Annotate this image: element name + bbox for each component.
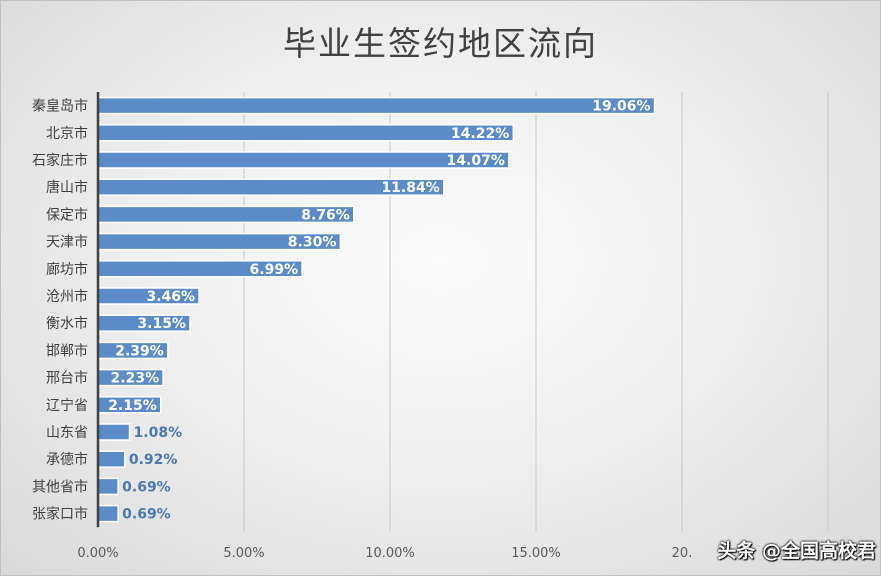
x-tick-label: 5.00% <box>223 546 264 561</box>
category-label: 山东省 <box>46 425 88 441</box>
category-label: 衡水市 <box>46 315 88 332</box>
data-label: 0.92% <box>129 452 178 468</box>
bar <box>97 504 119 523</box>
category-label: 其他省市 <box>32 478 88 495</box>
bar <box>97 477 119 496</box>
category-label: 北京市 <box>46 125 88 142</box>
data-label: 8.30% <box>288 235 337 251</box>
category-label: 辽宁省 <box>46 397 88 414</box>
category-label: 沧州市 <box>46 288 88 305</box>
bar <box>97 450 126 468</box>
category-label: 承德市 <box>46 451 88 468</box>
data-label: 19.06% <box>592 99 650 115</box>
category-label: 邯郸市 <box>46 342 88 359</box>
category-label: 保定市 <box>46 206 88 223</box>
x-tick-label: 20. <box>672 546 693 561</box>
data-label: 0.69% <box>122 479 171 495</box>
data-label: 2.23% <box>111 371 160 387</box>
data-label: 14.07% <box>447 153 505 169</box>
category-label: 石家庄市 <box>32 152 88 169</box>
x-tick-label: 15.00% <box>511 546 561 561</box>
category-label: 秦皇岛市 <box>32 98 88 115</box>
data-label: 14.22% <box>451 126 509 142</box>
bar <box>97 423 131 441</box>
category-label: 唐山市 <box>46 179 88 196</box>
category-label: 张家口市 <box>32 506 88 523</box>
x-tick-label: 0.00% <box>77 546 118 561</box>
x-tick-label: 10.00% <box>365 546 415 561</box>
data-label: 8.76% <box>301 207 350 223</box>
data-label: 2.39% <box>115 343 164 359</box>
category-label: 天津市 <box>46 234 88 251</box>
data-label: 0.69% <box>122 507 171 523</box>
chart-title: 毕业生签约地区流向 <box>283 24 598 63</box>
category-label: 邢台市 <box>46 370 88 387</box>
watermark: 头条 @全国高校君 <box>717 540 876 562</box>
data-label: 11.84% <box>381 180 439 196</box>
data-label: 6.99% <box>250 262 299 278</box>
data-label: 3.15% <box>137 316 186 332</box>
bar <box>97 96 656 115</box>
data-label: 2.15% <box>108 398 157 414</box>
data-label: 3.46% <box>146 289 195 305</box>
category-label: 廊坊市 <box>46 261 88 278</box>
data-label: 1.08% <box>134 425 183 441</box>
